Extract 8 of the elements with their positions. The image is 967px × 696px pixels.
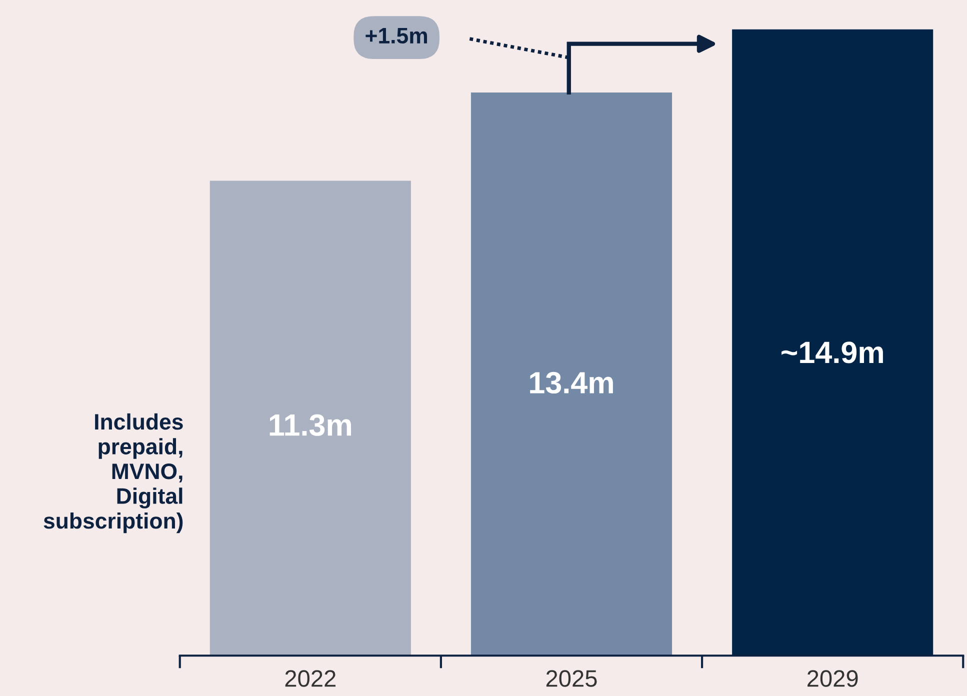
data-label: ~14.9m	[782, 342, 883, 364]
annotation: Includes prepaid, MVNO, Digital subscription)	[44, 413, 183, 534]
x-tick-label: 2029	[808, 670, 858, 687]
x-tick-label: 2025	[546, 670, 597, 687]
annotation: +1.5m	[366, 28, 428, 44]
data-label: 13.4m	[530, 372, 613, 394]
data-label: 11.3m	[270, 414, 351, 436]
x-tick-label: 2022	[285, 670, 336, 687]
